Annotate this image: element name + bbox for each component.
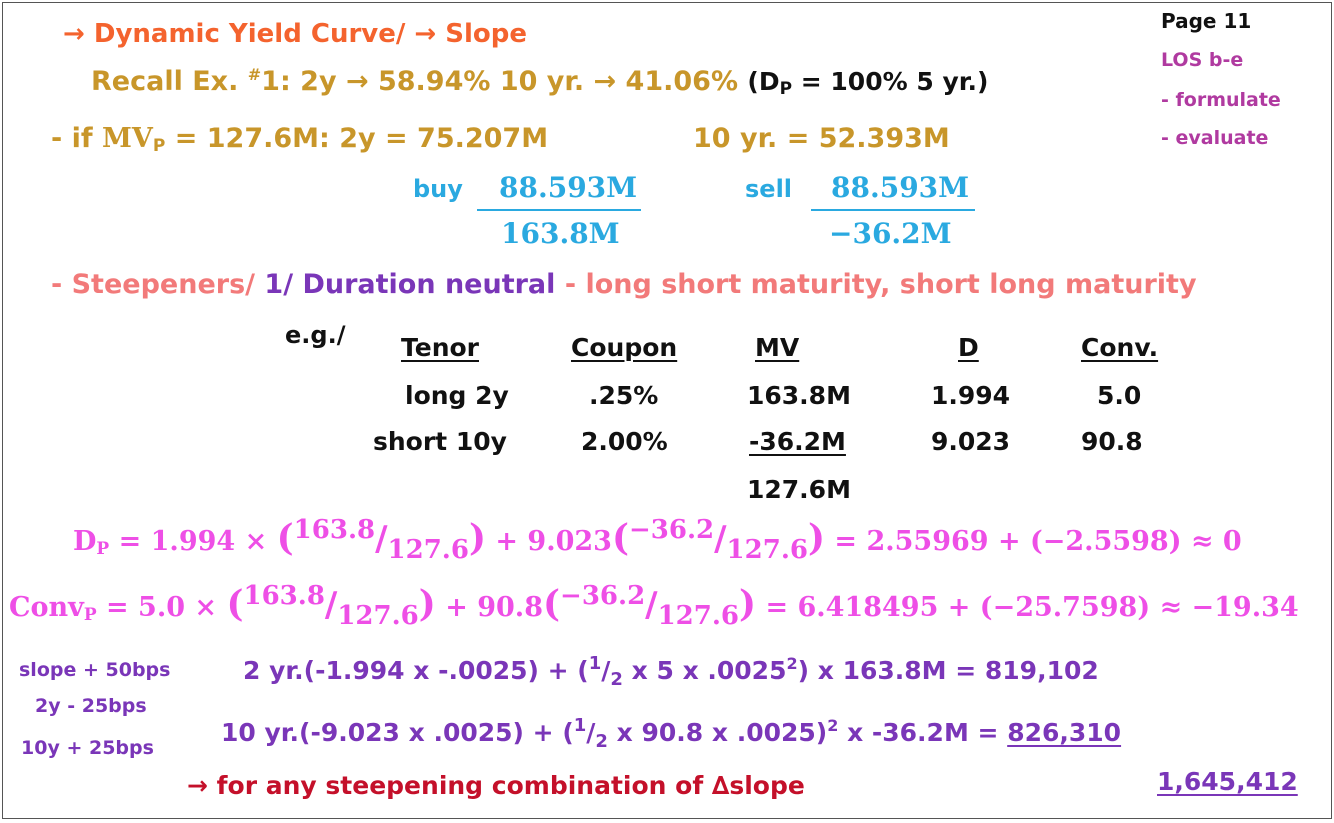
two-year-pnl-line: 2 yr.(-1.994 x -.0025) + (1/2 x 5 x .002…	[243, 653, 1099, 690]
row1-mv: 163.8M	[747, 381, 851, 410]
row2-convexity: 90.8	[1081, 427, 1143, 456]
ten-year-allocation: 10 yr. = 52.393M	[693, 123, 950, 154]
buy-divider	[477, 209, 641, 211]
row1-convexity: 5.0	[1097, 381, 1142, 410]
arrow-icon: →	[187, 771, 208, 800]
total-mv: 127.6M	[747, 475, 851, 504]
total-pnl: 1,645,412	[1157, 767, 1298, 796]
ten-year-pnl-result: 826,310	[1007, 718, 1122, 747]
page-number: Page 11	[1161, 9, 1252, 33]
row1-tenor: long 2y	[405, 381, 509, 410]
buy-value: 88.593M	[499, 171, 638, 204]
sell-value: 88.593M	[831, 171, 970, 204]
header-coupon: Coupon	[571, 333, 678, 362]
conclusion-line: → for any steepening combination of ∆slo…	[187, 771, 805, 800]
arrow-icon: →	[63, 19, 85, 49]
arrow-icon: →	[414, 19, 437, 49]
row2-duration: 9.023	[931, 427, 1011, 456]
header-tenor: Tenor	[401, 333, 479, 362]
slide-title: → Dynamic Yield Curve/ → Slope	[63, 19, 528, 49]
row2-coupon: 2.00%	[581, 427, 668, 456]
buy-label: buy	[413, 175, 463, 203]
portfolio-convexity-equation: ConvP = 5.0 × (163.8/127.6) + 90.8(−36.2…	[9, 581, 1299, 631]
los-item-formulate: - formulate	[1161, 89, 1281, 111]
los-label: LOS b-e	[1161, 49, 1244, 71]
portfolio-duration-note: (DP = 100% 5 yr.)	[747, 67, 989, 99]
row1-coupon: .25%	[589, 381, 659, 410]
los-item-evaluate: - evaluate	[1161, 127, 1269, 149]
scenario-2y-label: 2y - 25bps	[35, 695, 147, 717]
recall-line: Recall Ex. #1: 2y → 58.94% 10 yr. → 41.0…	[91, 65, 989, 99]
ten-year-pnl-line: 10 yr.(-9.023 x .0025) + (1/2 x 90.8 x .…	[221, 715, 1122, 752]
sell-total: −36.2M	[829, 217, 952, 250]
example-label: e.g./	[285, 321, 346, 349]
header-duration: D	[958, 333, 979, 362]
row1-duration: 1.994	[931, 381, 1011, 410]
row2-tenor: short 10y	[373, 427, 507, 456]
portfolio-duration-equation: DP = 1.994 × (163.8/127.6) + 9.023(−36.2…	[73, 515, 1242, 565]
scenario-slope-label: slope + 50bps	[19, 659, 171, 681]
header-mv: MV	[755, 333, 800, 362]
scenario-10y-label: 10y + 25bps	[21, 737, 154, 759]
market-value-line: - if MVP = 127.6M: 2y = 75.207M	[51, 123, 549, 156]
row2-mv: -36.2M	[749, 427, 846, 456]
steepener-heading: - Steepeners/ 1/ Duration neutral - long…	[51, 269, 1197, 300]
buy-total: 163.8M	[501, 217, 620, 250]
header-convexity: Conv.	[1081, 333, 1159, 362]
sell-divider	[811, 209, 975, 211]
sell-label: sell	[745, 175, 793, 203]
